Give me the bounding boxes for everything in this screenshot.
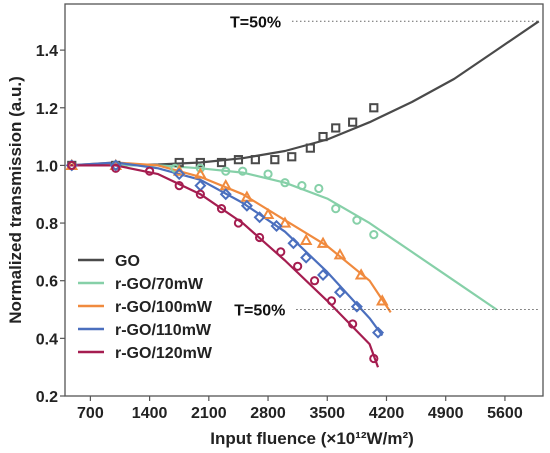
data-point-r-go-100mw	[354, 268, 368, 280]
data-point-r-go-120mw	[195, 189, 205, 199]
x-tick-label: 2800	[250, 405, 286, 422]
x-tick-label: 4900	[428, 405, 464, 422]
data-point-r-go-110mw	[253, 211, 266, 224]
data-point-r-go-70mw	[314, 183, 324, 194]
y-tick-label: 0.4	[36, 331, 58, 348]
data-point-r-go-70mw	[331, 204, 341, 214]
data-point-r-go-110mw	[109, 159, 122, 172]
data-point-r-go-110mw	[333, 286, 346, 299]
data-point-r-go-120mw	[233, 218, 244, 228]
x-tick-label: 4200	[369, 405, 405, 422]
data-point-r-go-120mw	[276, 247, 286, 257]
x-tick-label: 1400	[132, 405, 168, 422]
data-point-r-go-70mw	[263, 169, 273, 179]
data-point-go	[331, 123, 341, 133]
data-point-r-go-120mw	[67, 160, 77, 171]
legend: GO r-GO/70mW r-GO/100mW r-GO/110mW r-GO/120m…	[78, 253, 213, 362]
data-point-go	[305, 143, 315, 153]
y-tick-label: 0.6	[36, 274, 58, 291]
data-point-r-go-120mw	[309, 276, 320, 286]
x-tick-label: 3500	[309, 405, 345, 422]
x-tick-label: 2100	[191, 405, 227, 422]
annotations: T=50% T=50%	[230, 14, 539, 320]
plot-area	[64, 3, 544, 397]
data-point-r-go-120mw	[348, 319, 358, 329]
annotation-label: T=50%	[230, 14, 281, 31]
data-point-go	[287, 152, 297, 162]
data-point-r-go-120mw	[254, 232, 265, 243]
legend-label-r-go-110mw: r-GO/110mW	[115, 322, 212, 339]
data-point-r-go-110mw	[173, 168, 186, 181]
data-point-r-go-120mw	[174, 180, 184, 191]
data-point-r-go-100mw	[278, 216, 292, 228]
y-axis-title: Normalized transmission (a.u.)	[6, 76, 25, 324]
x-tick-label: 5600	[487, 405, 523, 422]
y-tick-label: 1.4	[36, 43, 58, 60]
data-point-r-go-110mw	[350, 300, 363, 313]
data-point-r-go-110mw	[270, 219, 283, 232]
x-tick-label: 700	[77, 405, 104, 422]
data-point-r-go-120mw	[293, 261, 303, 271]
data-point-r-go-70mw	[297, 180, 307, 191]
data-point-go	[348, 117, 358, 127]
data-point-go	[195, 157, 205, 168]
legend-label-r-go-120mw: r-GO/120mW	[115, 345, 213, 362]
data-point-r-go-100mw	[316, 236, 330, 248]
y-tick-label: 1.2	[36, 101, 58, 118]
data-point-r-go-110mw	[317, 268, 330, 281]
data-point-r-go-110mw	[287, 237, 300, 250]
y-tick-label: 0.8	[36, 216, 58, 233]
x-axis-title: Input fluence (×10¹²W/m²)	[210, 429, 414, 448]
data-point-r-go-120mw	[111, 163, 121, 173]
data-point-go	[318, 131, 328, 142]
data-point-r-go-100mw	[375, 294, 389, 306]
markers	[65, 103, 389, 364]
data-point-r-go-100mw	[333, 248, 347, 260]
data-point-r-go-110mw	[219, 188, 232, 201]
data-point-r-go-70mw	[369, 229, 379, 240]
y-tick-label: 0.2	[36, 389, 58, 406]
annotation-label: T=50%	[234, 303, 285, 320]
data-point-go	[233, 155, 244, 165]
data-point-go	[216, 157, 227, 168]
legend-label-r-go-100mw: r-GO/100mW	[115, 299, 213, 316]
data-point-r-go-100mw	[299, 233, 313, 245]
y-tick-label: 1.0	[36, 158, 58, 175]
data-point-r-go-120mw	[145, 166, 155, 176]
data-point-r-go-100mw	[261, 207, 275, 220]
data-point-r-go-70mw	[280, 178, 290, 188]
data-point-r-go-70mw	[221, 166, 231, 176]
data-point-go	[369, 103, 379, 113]
data-point-r-go-120mw	[326, 296, 337, 306]
data-point-r-go-110mw	[372, 326, 385, 339]
legend-label-go: GO	[115, 253, 140, 270]
y-axis: 0.2 0.4 0.6 0.8 1.0 1.2 1.4	[36, 43, 65, 406]
x-axis: 700 1400 2100 2800 3500 4200 4900 5600	[77, 396, 523, 422]
data-point-r-go-110mw	[240, 199, 253, 212]
data-point-r-go-120mw	[216, 204, 227, 214]
legend-label-r-go-70mw: r-GO/70mW	[115, 276, 204, 293]
data-point-go	[270, 155, 280, 165]
data-point-r-go-110mw	[300, 251, 313, 264]
data-point-r-go-70mw	[352, 215, 362, 225]
data-point-r-go-120mw	[369, 353, 379, 364]
data-point-r-go-70mw	[238, 166, 248, 176]
data-point-r-go-100mw	[194, 167, 207, 179]
data-point-r-go-70mw	[195, 163, 205, 173]
data-point-go	[250, 155, 260, 165]
